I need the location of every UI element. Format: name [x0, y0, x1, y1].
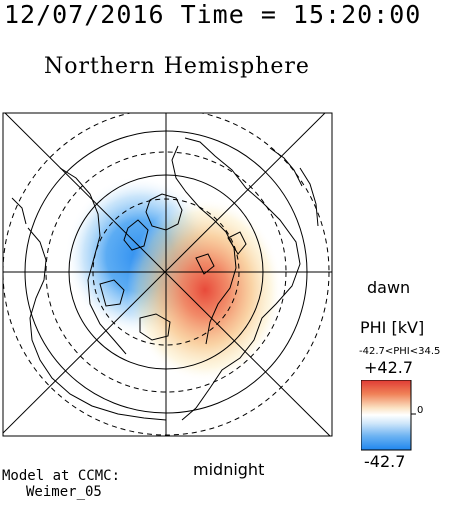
coastlines [11, 137, 319, 421]
model-credit-line1: Model at CCMC: [2, 468, 121, 484]
colorbar-max-label: +42.7 [364, 358, 414, 377]
hemisphere-title: Northern Hemisphere [44, 54, 310, 79]
colorbar-title: PHI [kV] [360, 318, 425, 337]
dawn-label: dawn [367, 278, 411, 297]
colorbar-gradient [361, 380, 412, 451]
polar-map [2, 112, 333, 437]
model-credit-line2: Weimer_05 [26, 484, 102, 500]
colorbar-zero-label: 0 [417, 405, 424, 416]
colorbar-range: -42.7<PHI<34.5 [359, 346, 441, 357]
map-frame [2, 112, 333, 437]
midnight-label: midnight [193, 460, 265, 479]
colorbar [361, 380, 416, 451]
colorbar-min-label: -42.7 [364, 452, 406, 471]
timestamp-title: 12/07/2016 Time = 15:20:00 [4, 0, 422, 29]
positive-potential-cell [127, 198, 283, 382]
